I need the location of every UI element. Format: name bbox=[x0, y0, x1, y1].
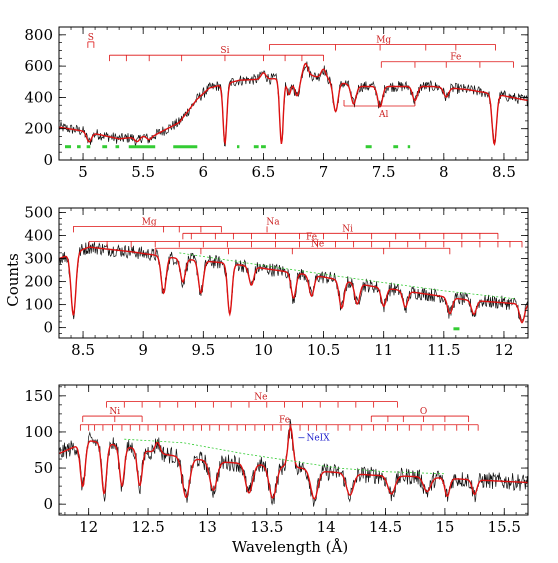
panel-frame bbox=[58, 207, 529, 339]
y-tick-label: 50 bbox=[34, 459, 53, 477]
y-tick-label: 200 bbox=[24, 273, 53, 291]
plot-area-bottom bbox=[59, 418, 528, 507]
ion-marker-ni: Ni bbox=[82, 407, 143, 423]
x-tick-label: 7.5 bbox=[372, 163, 396, 181]
ion-label: Fe bbox=[279, 416, 290, 426]
x-tick-label: 9 bbox=[138, 341, 148, 359]
y-tick-label: 200 bbox=[24, 120, 53, 138]
y-tick-label: 800 bbox=[24, 26, 53, 44]
x-tick-label: 6.5 bbox=[252, 163, 276, 181]
observed-spectrum-line bbox=[59, 242, 528, 321]
ion-label: Fe bbox=[450, 53, 461, 63]
panel-top: S Si Mg Fe Al 5 5.5 6 6.5 7 7.5 8 8.5 0 200 400 600 800 bbox=[24, 26, 529, 181]
y-tick-label: 150 bbox=[24, 387, 53, 405]
y-tick-label: 0 bbox=[43, 151, 53, 169]
ion-marker-al: Al bbox=[343, 100, 416, 120]
y-tick-label: 0 bbox=[43, 319, 53, 337]
ion-label: Na bbox=[266, 217, 280, 227]
x-tick-label: 15 bbox=[435, 518, 454, 536]
ion-label: Al bbox=[378, 110, 388, 120]
ion-label: Ni bbox=[342, 224, 353, 234]
ion-label: O bbox=[420, 407, 427, 417]
x-tick-label: 8.5 bbox=[492, 163, 516, 181]
ion-marker-ne: Ne bbox=[154, 239, 451, 255]
x-tick-label: 8 bbox=[439, 163, 449, 181]
x-tick-label: 10.5 bbox=[307, 341, 340, 359]
ion-label: Mg bbox=[376, 36, 391, 46]
model-spectrum-line bbox=[59, 62, 528, 147]
ion-marker-ne: Ne bbox=[106, 393, 398, 408]
x-tick-label: 12 bbox=[494, 341, 513, 359]
ion-marker-mg: Mg bbox=[269, 36, 496, 51]
x-tick-label: 12 bbox=[79, 518, 98, 536]
x-tick-label: 7 bbox=[319, 163, 329, 181]
model-spectrum-line bbox=[59, 426, 528, 500]
continuum-dashed-line bbox=[179, 252, 517, 300]
ion-marker-o: O bbox=[370, 407, 470, 423]
ion-marker-mg: Mg bbox=[73, 217, 222, 233]
x-tick-label: 14.5 bbox=[369, 518, 402, 536]
ion-label: Mg bbox=[142, 217, 157, 227]
ion-label: S bbox=[88, 33, 94, 43]
y-tick-label: 600 bbox=[24, 57, 53, 75]
x-tick-label: 11.5 bbox=[427, 341, 460, 359]
y-tick-label: 400 bbox=[24, 227, 53, 245]
ion-label: Si bbox=[220, 46, 229, 56]
annotation-label: NeIX bbox=[306, 434, 330, 444]
ion-label: Ne bbox=[254, 393, 267, 403]
ion-label: Ni bbox=[109, 407, 120, 417]
plot-area-middle bbox=[59, 242, 528, 331]
x-tick-label: 9.5 bbox=[191, 341, 215, 359]
x-tick-label: 13 bbox=[198, 518, 217, 536]
observed-spectrum-line bbox=[59, 61, 528, 147]
x-tick-label: 13.5 bbox=[250, 518, 283, 536]
ion-marker-s: S bbox=[87, 33, 95, 48]
ion-marker-na: Na bbox=[266, 217, 280, 233]
x-tick-label: 8.5 bbox=[71, 341, 95, 359]
ion-marker-ni: Ni bbox=[182, 224, 499, 240]
x-tick-label: 12.5 bbox=[131, 518, 164, 536]
panel-frame bbox=[58, 26, 529, 161]
x-axis-title: Wavelength (Å) bbox=[232, 538, 348, 556]
x-tick-label: 5 bbox=[78, 163, 88, 181]
y-tick-label: 100 bbox=[24, 423, 53, 441]
x-tick-label: 5.5 bbox=[131, 163, 155, 181]
y-tick-label: 400 bbox=[24, 88, 53, 106]
panel-bottom: Ne Ni O Fe NeIX 12 12.5 13 13.5 14 14.5 15 15.5 0 50 10… bbox=[24, 384, 529, 536]
ion-marker-si: Si bbox=[109, 46, 324, 62]
model-spectrum-line bbox=[59, 246, 528, 324]
ion-label: Ne bbox=[311, 239, 324, 249]
ion-marker-fe: Fe bbox=[380, 53, 514, 68]
plot-area-top bbox=[59, 61, 528, 149]
x-tick-label: 15.5 bbox=[488, 518, 521, 536]
y-tick-label: 300 bbox=[24, 250, 53, 268]
x-tick-label: 6 bbox=[199, 163, 209, 181]
y-tick-label: 0 bbox=[43, 495, 53, 513]
ion-marker-fe: Fe bbox=[88, 232, 523, 248]
x-tick-label: 10 bbox=[254, 341, 273, 359]
observed-spectrum-line bbox=[59, 418, 528, 507]
x-tick-label: 11 bbox=[374, 341, 393, 359]
y-tick-label: 100 bbox=[24, 296, 53, 314]
x-tick-label: 14 bbox=[317, 518, 336, 536]
y-tick-label: 500 bbox=[24, 204, 53, 222]
y-axis-title: Counts bbox=[4, 253, 22, 307]
ion-label: Fe bbox=[306, 232, 317, 242]
ion-marker-fe: Fe bbox=[79, 416, 479, 431]
